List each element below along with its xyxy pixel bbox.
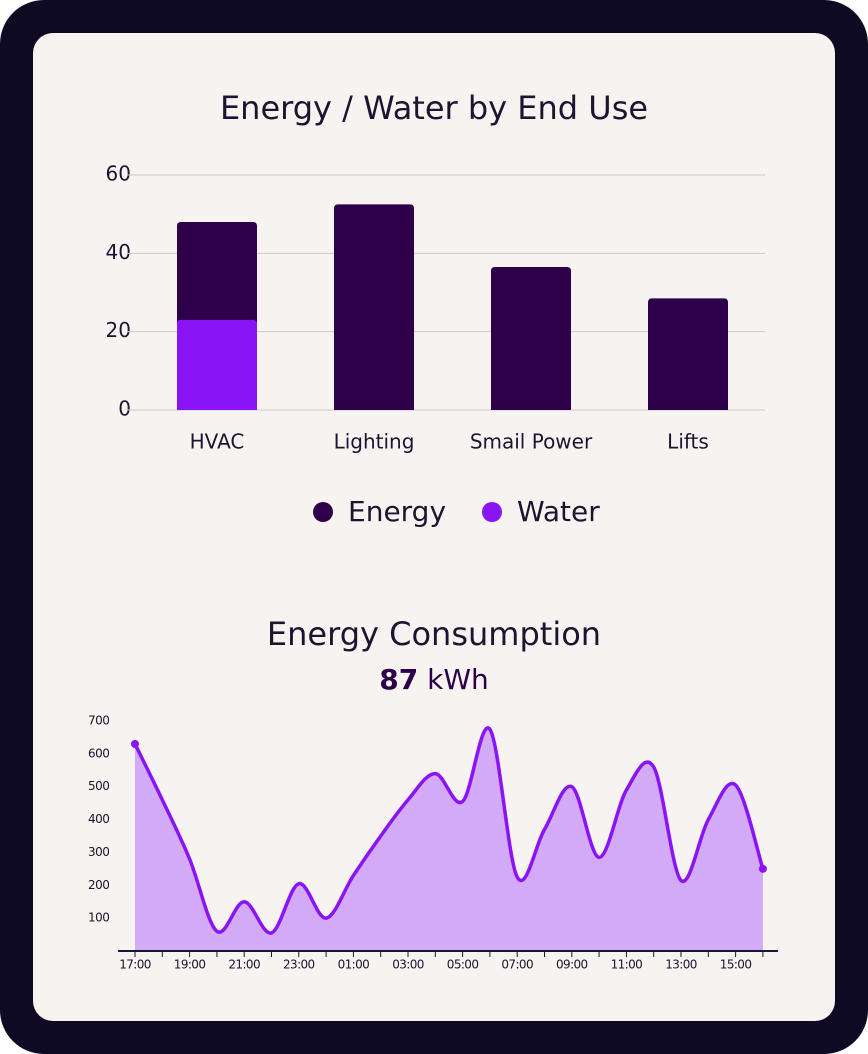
- legend-label: Water: [517, 495, 600, 528]
- x-tick-label: HVAC: [190, 430, 245, 454]
- x-tick-label: 19:00: [174, 958, 206, 972]
- y-tick-label: 200: [88, 878, 109, 892]
- y-tick-label: 500: [88, 779, 109, 793]
- x-tick-label: 03:00: [392, 958, 424, 972]
- x-tick-label: 07:00: [501, 958, 533, 972]
- total-value: 87: [379, 663, 418, 696]
- y-tick-label: 600: [88, 746, 109, 760]
- y-tick-label: 60: [106, 162, 131, 186]
- bar: [491, 267, 571, 410]
- y-tick-label: 700: [88, 714, 109, 728]
- chart-title: Energy / Water by End Use: [220, 89, 648, 127]
- line: [133, 726, 765, 935]
- x-tick-label: 15:00: [720, 958, 752, 972]
- legend-label: Energy: [348, 495, 446, 528]
- bar: [334, 204, 414, 410]
- y-tick-label: 300: [88, 845, 109, 859]
- x-tick-label: Lifts: [667, 430, 709, 454]
- chart-title: Energy Consumption: [267, 615, 601, 653]
- end-dot: [131, 740, 139, 748]
- x-tick-label: 11:00: [611, 958, 643, 972]
- x-tick-label: Lighting: [334, 430, 415, 454]
- x-tick-label: 23:00: [283, 958, 315, 972]
- legend-swatch: [313, 502, 333, 522]
- total: 87 kWh: [379, 663, 489, 696]
- x-tick-label: 13:00: [665, 958, 697, 972]
- bar: [177, 319, 257, 410]
- y-tick-label: 100: [88, 911, 109, 925]
- x-tick-label: 17:00: [119, 958, 151, 972]
- bar: [648, 298, 728, 410]
- y-tick-label: 0: [118, 397, 131, 421]
- x-tick-label: 01:00: [338, 958, 370, 972]
- y-tick-label: 400: [88, 812, 109, 826]
- y-tick-label: 20: [106, 318, 131, 342]
- total-unit: kWh: [427, 663, 489, 696]
- x-tick-label: 05:00: [447, 958, 479, 972]
- legend-swatch: [482, 502, 502, 522]
- x-tick-label: Smail Power: [470, 430, 593, 454]
- y-tick-label: 40: [106, 240, 131, 264]
- end-dot: [758, 864, 767, 873]
- x-tick-label: 09:00: [556, 958, 588, 972]
- x-tick-label: 21:00: [228, 958, 260, 972]
